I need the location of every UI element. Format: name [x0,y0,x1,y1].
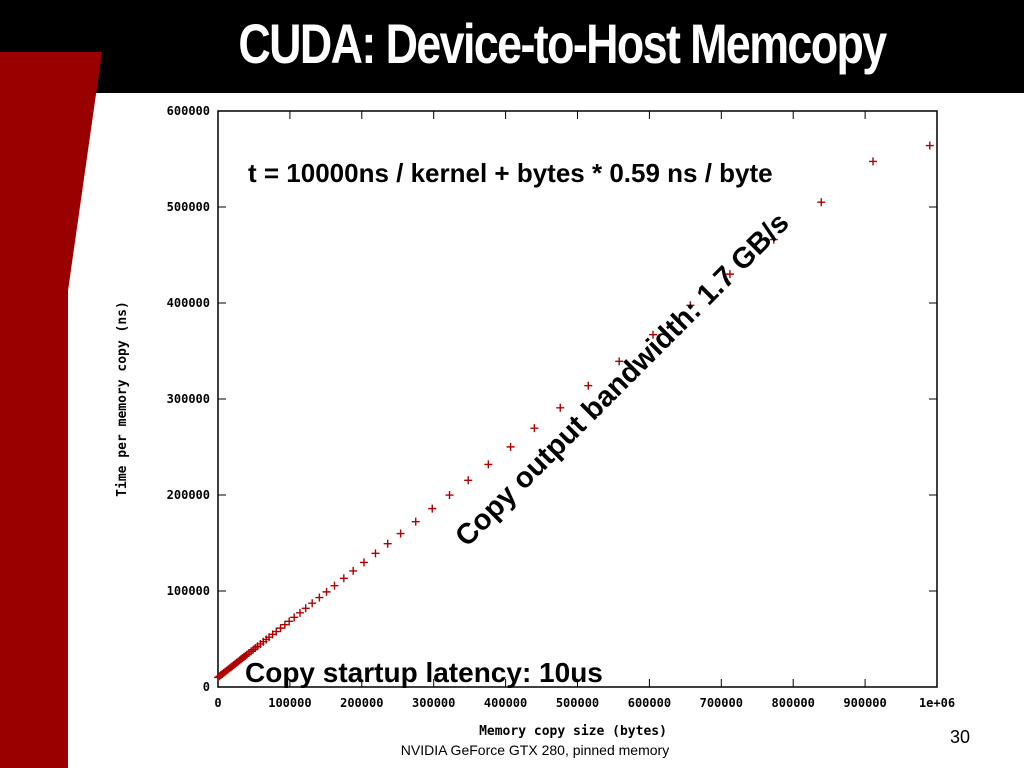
data-point [556,403,565,412]
footnote: NVIDIA GeForce GTX 280, pinned memory [400,742,670,758]
data-point [301,604,310,613]
data-point [322,587,331,596]
y-tick-label: 500000 [167,200,210,214]
data-point [925,141,934,150]
y-tick-label: 100000 [167,584,210,598]
data-point [686,301,695,310]
data-point [445,491,454,500]
data-point [349,566,358,575]
y-tick-label: 200000 [167,488,210,502]
data-point [315,593,324,602]
data-point [359,558,368,567]
slide-title: CUDA: Device-to-Host Memcopy [238,12,887,75]
data-point [484,460,493,469]
x-tick-label: 0 [214,696,221,710]
y-tick-label: 600000 [167,104,210,118]
data-point [290,613,299,622]
x-axis-label: Memory copy size (bytes) [479,724,667,739]
x-axis-ticks: 0 100000 200000 300000 400000 500000 600000 700… [214,111,955,710]
x-tick-label: 400000 [484,696,527,710]
latency-annotation: Copy startup latency: 10us [245,657,603,688]
x-tick-label: 600000 [628,696,671,710]
data-point [411,517,420,526]
plot-area-frame [217,110,938,688]
y-axis-label: Time per memory copy (ns) [115,301,130,497]
title-bar: CUDA: Device-to-Host Memcopy [0,0,1024,93]
data-point [584,381,593,390]
data-point [308,599,317,608]
slide-number: 30 [950,727,971,747]
data-point [648,330,657,339]
data-point [817,198,826,207]
data-point [280,620,289,629]
y-tick-label: 0 [203,680,210,694]
data-point [530,424,539,433]
data-point [276,624,285,633]
bandwidth-annotation: Copy output bandwidth: 1.7 GB/s [449,207,795,553]
data-point [428,504,437,513]
x-tick-label: 900000 [843,696,886,710]
data-point [383,539,392,548]
data-point [615,357,624,366]
x-tick-label: 1e+06 [919,696,955,710]
y-axis-ticks: 0 100000 200000 300000 400000 500000 600000 [167,104,937,694]
x-tick-label: 700000 [700,696,743,710]
data-point [396,529,405,538]
data-point [464,476,473,485]
x-tick-label: 200000 [340,696,383,710]
scatter-chart: 0 100000 200000 300000 400000 500000 600000 0 1… [115,104,955,739]
x-tick-label: 100000 [268,696,311,710]
x-tick-label: 500000 [556,696,599,710]
data-point [506,442,515,451]
data-point [371,549,380,558]
data-points [214,141,934,682]
data-point [769,235,778,244]
x-tick-label: 300000 [412,696,455,710]
data-point [869,157,878,166]
y-tick-label: 400000 [167,296,210,310]
data-point [725,270,734,279]
data-point [285,617,294,626]
accent-bar-slant [0,52,102,768]
y-tick-label: 300000 [167,392,210,406]
data-point [339,574,348,583]
formula-annotation: t = 10000ns / kernel + bytes * 0.59 ns /… [248,158,773,188]
x-tick-label: 800000 [772,696,815,710]
data-point [330,581,339,590]
data-point [295,608,304,617]
data-point [272,627,281,636]
